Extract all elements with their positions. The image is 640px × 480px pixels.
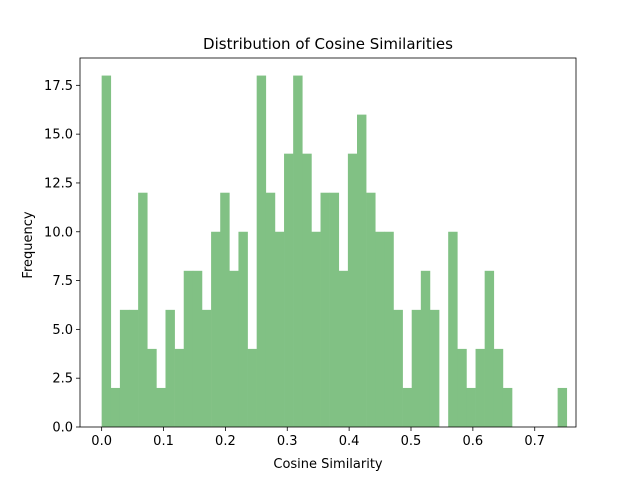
histogram-bar [557, 387, 568, 427]
histogram-bar [420, 270, 431, 427]
histogram-bar [338, 270, 349, 427]
x-tick-label: 0.6 [463, 434, 484, 449]
histogram-bar [119, 309, 130, 427]
y-tick-label: 17.5 [44, 79, 73, 94]
x-tick-label: 0.3 [277, 434, 298, 449]
y-axis-ticks: 0.0 2.5 5.0 7.5 10.0 12.5 15.0 17.5 [44, 79, 80, 436]
y-tick-label: 10.0 [44, 225, 73, 240]
x-tick-label: 0.5 [401, 434, 422, 449]
histogram-bar [347, 153, 358, 428]
x-tick-label: 0.2 [215, 434, 236, 449]
histogram-bar [174, 348, 185, 427]
x-axis-ticks: 0.0 0.1 0.2 0.3 0.4 0.5 0.6 0.7 [91, 427, 545, 449]
y-axis-label: Frequency [21, 211, 36, 278]
histogram-bar [493, 348, 504, 427]
histogram-bar [284, 153, 294, 428]
histogram-bar [165, 309, 175, 427]
histogram-bar [238, 231, 248, 427]
histogram-bar [329, 192, 340, 427]
histogram-bar [265, 192, 276, 427]
histogram-bar [375, 231, 385, 427]
histogram-bars [101, 75, 568, 428]
axes-frame [79, 57, 577, 428]
y-tick-label: 0.0 [52, 421, 73, 436]
y-tick-label: 2.5 [52, 372, 73, 387]
histogram-bar [256, 75, 267, 427]
x-tick-label: 0.0 [91, 434, 112, 449]
histogram-bar [457, 348, 467, 427]
histogram-bar [138, 192, 148, 427]
chart-title: Distribution of Cosine Similarities [203, 35, 453, 53]
histogram-bar [393, 309, 403, 427]
histogram-bar [293, 75, 303, 427]
y-tick-label: 15.0 [44, 128, 73, 143]
histogram-bar [366, 192, 376, 427]
x-tick-label: 0.7 [524, 434, 545, 449]
histogram-bar [502, 387, 513, 427]
x-tick-label: 0.1 [153, 434, 174, 449]
histogram-bar [110, 387, 121, 427]
histogram-bar [156, 387, 166, 427]
histogram-bar [302, 153, 312, 428]
histogram-bar [466, 387, 476, 427]
histogram-bar [211, 231, 221, 427]
y-tick-label: 7.5 [52, 274, 73, 289]
histogram-bar [220, 192, 230, 427]
y-tick-label: 12.5 [44, 176, 73, 191]
histogram-bar [247, 348, 257, 427]
histogram-bar [484, 270, 495, 427]
histogram-bar [311, 231, 321, 427]
histogram-bar [357, 114, 367, 428]
histogram-bar [129, 309, 139, 427]
x-tick-label: 0.4 [339, 434, 360, 449]
y-tick-label: 5.0 [52, 323, 73, 338]
histogram-bar [320, 192, 330, 427]
histogram-bar [429, 309, 440, 427]
histogram-bar [229, 270, 239, 427]
histogram-bar [448, 231, 458, 427]
histogram-bar [274, 231, 285, 427]
histogram-bar [384, 231, 394, 427]
histogram-bar [475, 348, 485, 427]
histogram-bar [402, 387, 413, 427]
histogram-bar [101, 75, 112, 427]
histogram-bar [183, 270, 194, 427]
x-axis-label: Cosine Similarity [273, 457, 383, 472]
histogram-bar [201, 309, 212, 427]
histogram-bar [147, 348, 157, 427]
histogram-bar [192, 270, 203, 427]
histogram-bar [411, 309, 422, 427]
